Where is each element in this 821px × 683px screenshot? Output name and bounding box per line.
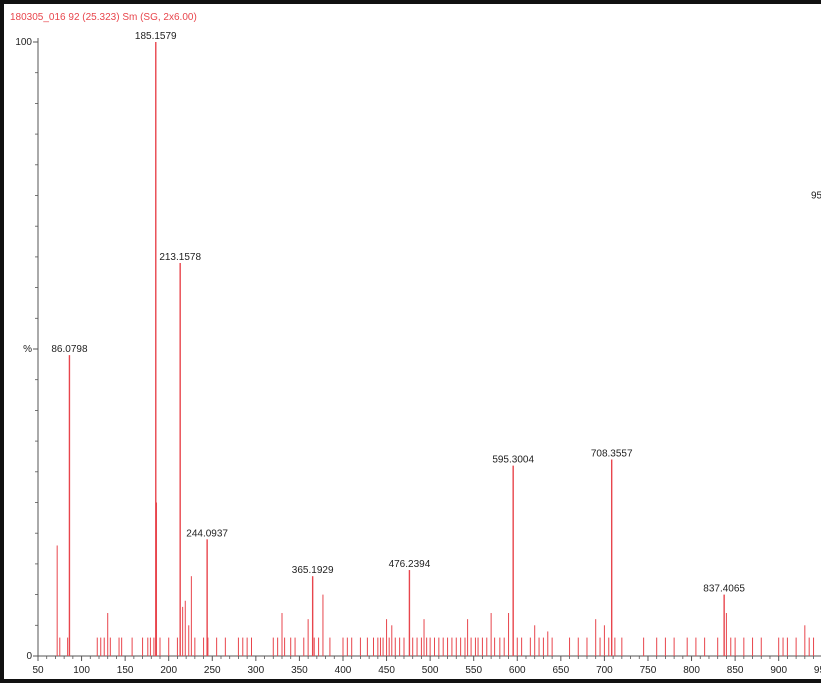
peak-label: 213.1578 [159, 252, 201, 263]
peak-label: 244.0937 [186, 528, 228, 539]
x-tick-label: 350 [291, 665, 308, 676]
x-tick-label: 800 [683, 665, 700, 676]
peak-label: 365.1929 [292, 565, 334, 576]
peak-label: 837.4065 [703, 584, 745, 595]
run-header-label: 180305_016 92 (25.323) Sm (SG, 2x6.00) [10, 12, 197, 23]
x-tick-label: 300 [248, 665, 265, 676]
chart-axes: 50 100 150 200 250 300 350 400 450 500 550 600 650 70… [15, 37, 821, 676]
y-tick-label: % [23, 344, 32, 355]
peak-label: 86.0798 [51, 344, 88, 355]
peak-label: 951.4 [811, 191, 821, 202]
labeled-peaks: 185.1579 213.1578 86.0798 244.0937 365.1929 4… [51, 31, 821, 656]
x-tick-label: 250 [204, 665, 221, 676]
mass-spectrum-chart: 50 100 150 200 250 300 350 400 450 500 550 600 650 70… [15, 31, 821, 676]
peak-label: 708.3557 [591, 449, 633, 460]
x-tick-label: 900 [770, 665, 787, 676]
x-tick-label: 100 [73, 665, 90, 676]
x-tick-label: 50 [32, 665, 44, 676]
x-tick-label: 950 [814, 665, 821, 676]
x-tick-label: 700 [596, 665, 613, 676]
y-tick-label: 0 [26, 651, 32, 662]
peak-label: 185.1579 [135, 31, 177, 42]
x-tick-label: 850 [727, 665, 744, 676]
x-tick-label: 150 [117, 665, 134, 676]
x-tick-label: 500 [422, 665, 439, 676]
minor-peaks [56, 502, 815, 656]
peak-label: 595.3004 [492, 455, 534, 466]
peak-label: 476.2394 [389, 559, 431, 570]
x-tick-label: 750 [640, 665, 657, 676]
x-tick-label: 550 [465, 665, 482, 676]
x-tick-label: 400 [335, 665, 352, 676]
x-tick-label: 450 [378, 665, 395, 676]
x-tick-label: 200 [160, 665, 177, 676]
x-tick-label: 650 [552, 665, 569, 676]
y-tick-label: 100 [15, 37, 32, 48]
x-tick-label: 600 [509, 665, 526, 676]
